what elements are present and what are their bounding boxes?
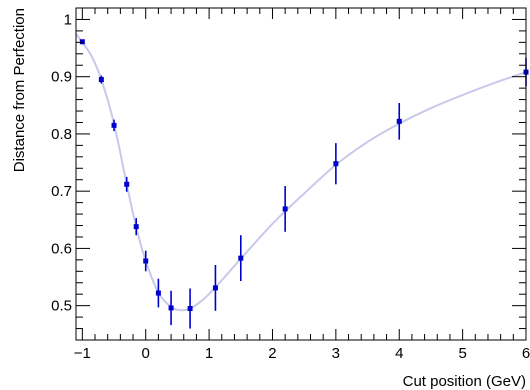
x-tick-label: 5 xyxy=(458,345,466,362)
data-point xyxy=(133,218,139,236)
plot-frame xyxy=(75,7,527,341)
x-axis-title: Cut position (GeV) xyxy=(403,373,526,390)
data-point xyxy=(124,176,130,192)
point-marker xyxy=(238,255,244,261)
point-marker xyxy=(396,118,402,124)
axes-frame xyxy=(75,7,527,341)
point-marker xyxy=(333,161,339,167)
x-tick-label: 2 xyxy=(268,345,276,362)
y-tick-label: 0.5 xyxy=(51,298,72,315)
x-tick-label: 0 xyxy=(142,345,150,362)
data-point xyxy=(187,288,193,329)
y-tick-label: 0.6 xyxy=(51,240,72,257)
y-tick-label: 0.9 xyxy=(51,69,72,86)
data-point xyxy=(396,103,402,140)
data-point xyxy=(333,143,339,185)
point-marker xyxy=(133,224,139,230)
y-tick-label: 0.8 xyxy=(51,126,72,143)
point-marker xyxy=(124,181,130,187)
x-tick-label: −1 xyxy=(74,345,91,362)
x-tick-label: 6 xyxy=(522,345,530,362)
point-marker xyxy=(187,306,193,312)
data-point xyxy=(212,265,218,311)
x-tick-label: 1 xyxy=(205,345,213,362)
point-marker xyxy=(168,305,174,311)
data-point xyxy=(98,75,104,84)
x-tick-label: 4 xyxy=(395,345,403,362)
point-marker xyxy=(155,290,161,296)
point-marker xyxy=(212,285,218,291)
point-marker xyxy=(79,39,85,45)
point-marker xyxy=(143,258,149,264)
data-points-layer xyxy=(79,39,529,329)
data-point xyxy=(111,119,117,132)
y-axis-title: Distance from Perfection xyxy=(11,8,28,172)
fit-curve xyxy=(75,33,527,312)
data-point xyxy=(282,186,288,232)
point-marker xyxy=(111,122,117,128)
point-marker xyxy=(98,77,104,83)
y-tick-label: 1 xyxy=(64,11,72,28)
y-axis-ticks: 0.5 0.6 0.7 0.8 0.9 1 xyxy=(51,7,526,341)
point-marker xyxy=(282,206,288,212)
data-point xyxy=(155,278,161,308)
x-axis-ticks: −1 0 1 2 3 4 5 6 xyxy=(74,8,530,362)
y-tick-label: 0.7 xyxy=(51,183,72,200)
data-point xyxy=(143,250,149,272)
x-tick-label: 3 xyxy=(332,345,340,362)
data-point xyxy=(168,290,174,326)
data-point xyxy=(238,235,244,282)
fit-curve-layer xyxy=(75,33,527,312)
data-point xyxy=(79,39,85,45)
